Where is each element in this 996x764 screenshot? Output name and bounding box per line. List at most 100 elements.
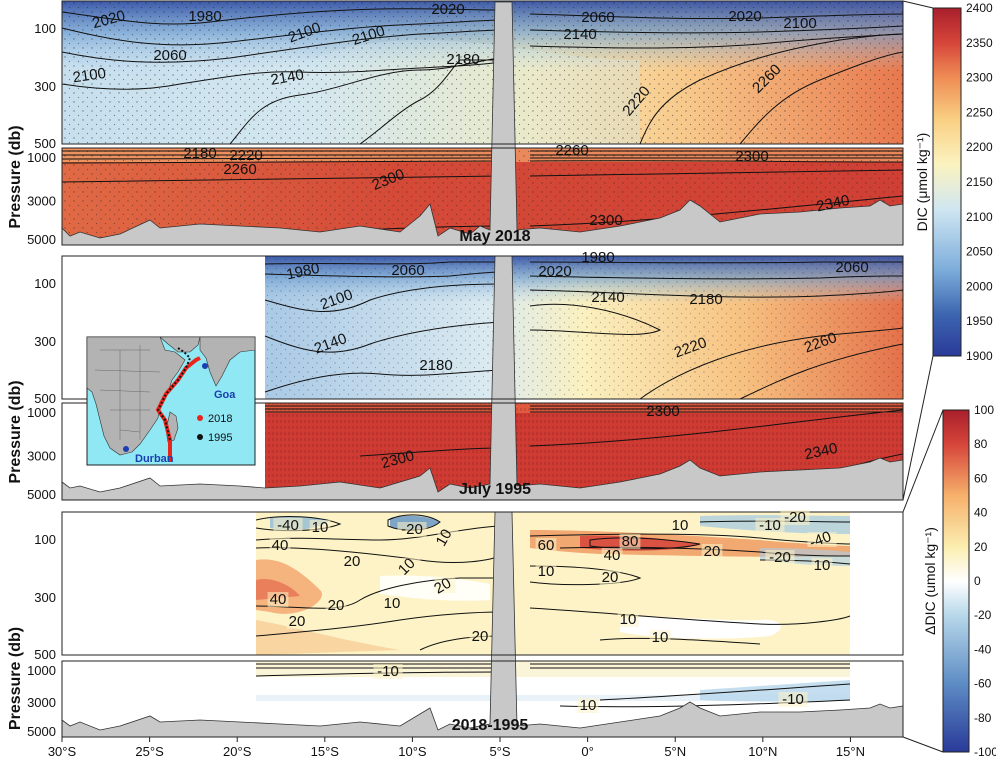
- x-tick-label-7: 5°N: [664, 744, 686, 759]
- x-tick-label-8: 10°N: [748, 744, 777, 759]
- panel-2-contour-label-20-bg: [267, 592, 289, 607]
- colorbar-1-tick-6: -20: [974, 608, 992, 622]
- inset-land-africa: [86, 336, 186, 456]
- colorbar-1-tick-5: 0: [974, 574, 981, 588]
- panel-2-contour-label-22: 10: [384, 595, 401, 612]
- panel-2-contour-label-4: 40: [272, 537, 289, 554]
- x-tick-label-0: 30°S: [48, 744, 77, 759]
- colorbar-1-tick-4: 20: [974, 540, 988, 554]
- panel-2-title: 2018-1995: [452, 717, 529, 734]
- panel-2-contour-label-27-bg: [373, 664, 403, 679]
- panel-may-2018-lower-frame: [61, 147, 904, 246]
- panel-2-contour-label-21-bg: [325, 598, 347, 613]
- panel-0-contour-label-18: 2260: [555, 142, 588, 159]
- panel-2-contour-label-26: 20: [472, 628, 489, 645]
- x-tick-label-3: 15°S: [311, 744, 340, 759]
- inset-durban-marker: [123, 446, 129, 452]
- panel-2-contour-label-16-bg: [535, 564, 557, 579]
- panel-2-ytick-lower-0: 1000: [27, 663, 56, 678]
- panel-2-contour-label-15: 10: [814, 557, 831, 574]
- inset-durban-label: Durban: [135, 453, 174, 465]
- colorbar-1-tick-7: -40: [974, 642, 992, 656]
- colorbar-1-tick-0: 100: [974, 403, 994, 417]
- panel-2-ytick-upper-1: 300: [34, 590, 56, 605]
- panel-2-contour-label-3: 10: [433, 526, 456, 549]
- panel-1-ytick-lower-0: 1000: [27, 405, 56, 420]
- panel-may-2018-upper-field: [62, 1, 903, 144]
- panel-0-contour-label-6: 2060: [153, 47, 186, 64]
- panel-1-contour-label-7: 2180: [689, 291, 722, 308]
- colorbar-1-tick-9: -80: [974, 711, 992, 725]
- panel-2-contour-label-0-bg: [273, 518, 303, 533]
- colorbar-1-tick-1: 80: [974, 437, 988, 451]
- panel-2-contour-label-8: 40: [604, 547, 621, 564]
- panel-0-contour-label-15: 2180: [183, 145, 216, 162]
- panel-2-contour-label-4-bg: [269, 538, 291, 553]
- panel-0-contour-label-2: 2020: [431, 1, 464, 18]
- panel-2-contour-label-29-bg: [577, 698, 599, 713]
- panel-2-contour-label-17: 20: [602, 569, 619, 586]
- colorbar-0-tick-4: 2200: [966, 140, 993, 154]
- panel-0-contour-label-16: 2220: [229, 147, 262, 164]
- panel-2-contour-label-15-bg: [811, 558, 833, 573]
- panel-2-ytick-upper-0: 100: [34, 532, 56, 547]
- panel-1-ytick-upper-2: 500: [34, 391, 56, 406]
- panel-2-contour-label-1-bg: [309, 520, 331, 535]
- panel-2-contour-label-14: -20: [769, 549, 791, 566]
- panel-2-contour-label-28: -10: [782, 691, 804, 708]
- panel-2-contour-label-29: 10: [580, 697, 597, 714]
- panel-2-contour-label-20: 40: [270, 591, 287, 608]
- panel-1-contour-label-1: 2060: [391, 262, 424, 279]
- panel-2-contour-label-2: -20: [401, 521, 423, 538]
- panel-1-ylabel: Pressure (db): [7, 380, 24, 483]
- x-tick-label-9: 15°N: [836, 744, 865, 759]
- panel-0-contour-label-9: 2100: [783, 15, 816, 32]
- panel-2-contour-label-2-bg: [397, 522, 427, 537]
- colorbar-1-tick-8: -60: [974, 677, 992, 691]
- inset-legend-1995-marker: [197, 434, 203, 440]
- panel-2-contour-label-9: 10: [672, 517, 689, 534]
- panel-0-contour-label-17: 2260: [223, 161, 256, 178]
- panel-1-contour-label-6: 2140: [591, 289, 624, 306]
- inset-goa-marker: [202, 363, 208, 369]
- panel-1-title: July 1995: [459, 481, 531, 498]
- panel-2-contour-label-10: -10: [759, 517, 781, 534]
- panel-2-contour-label-10-bg: [755, 518, 785, 533]
- panel-2-contour-label-1: 10: [312, 519, 329, 536]
- panel-0-ytick-upper-0: 100: [34, 21, 56, 36]
- panel-1-ytick-lower-2: 5000: [27, 487, 56, 502]
- colorbar-0-tick-1: 2350: [966, 36, 993, 50]
- panel-0-contour-label-19: 2300: [735, 148, 768, 165]
- panel-2-contour-label-6-bg: [535, 538, 557, 553]
- colorbar-0-tick-2: 2300: [966, 71, 993, 85]
- delta-dic-colorbar: [942, 409, 970, 753]
- colorbar-0-tick-6: 2100: [966, 210, 993, 224]
- panel-2-contour-label-11: -20: [784, 509, 806, 526]
- panel-2-contour-label-11-bg: [780, 510, 810, 525]
- x-tick-label-6: 0°: [581, 744, 593, 759]
- panel-2-contour-label-7-bg: [619, 534, 641, 549]
- x-tick-label-1: 25°S: [135, 744, 164, 759]
- panel-1-ytick-upper-0: 100: [34, 276, 56, 291]
- panel-2-contour-label-21: 20: [328, 597, 345, 614]
- panel-0-ytick-lower-1: 3000: [27, 193, 56, 208]
- inset-legend-2018-label: 2018: [208, 413, 232, 425]
- panel-2-contour-label-25: 10: [652, 629, 669, 646]
- panel-0-contour-label-8: 2140: [563, 26, 596, 43]
- colorbar-1-tick-10: -100: [974, 745, 996, 759]
- panel-2-contour-label-27: -10: [377, 663, 399, 680]
- panel-2-contour-label-14-bg: [765, 550, 795, 565]
- colorbar-0-tick-0: 2400: [966, 1, 993, 15]
- panel-july-1995-upper-frame: [61, 255, 904, 400]
- panel-2-contour-label-13-bg: [807, 532, 837, 547]
- colorbar-0-tick-8: 2000: [966, 279, 993, 293]
- colorbar-0-tick-9: 1950: [966, 314, 993, 328]
- colorbar-1-label: ΔDIC (umol kg⁻¹): [922, 527, 938, 635]
- panel-2-contour-label-0: -40: [277, 517, 299, 534]
- panel-1-contour-label-14: 2340: [803, 440, 839, 464]
- panel-2-contour-label-3-bg: [437, 528, 459, 543]
- inset-legend-2018-marker: [197, 415, 203, 421]
- panel-2-contour-label-12: 20: [704, 543, 721, 560]
- panel-0-contour-label-1: 1980: [188, 8, 221, 25]
- panel-2-contour-label-26-bg: [469, 629, 491, 644]
